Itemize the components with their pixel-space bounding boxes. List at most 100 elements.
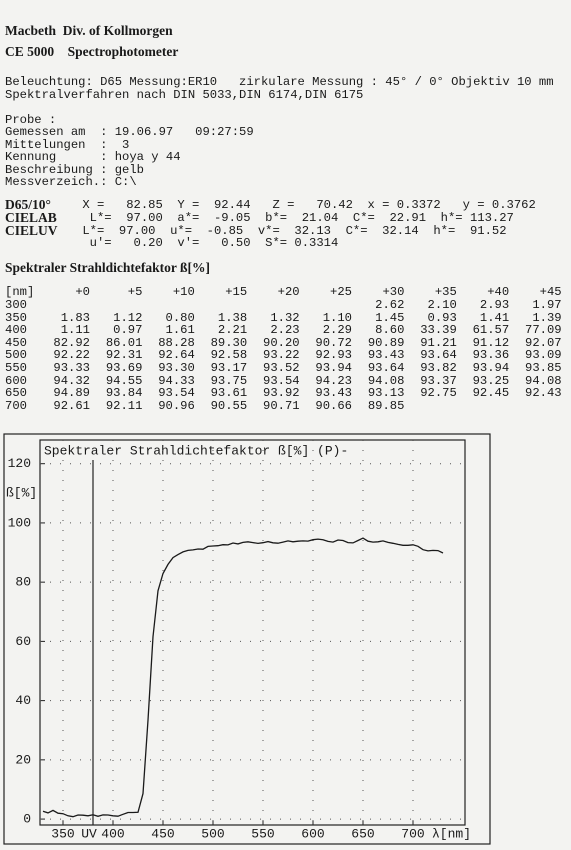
- table-cell: 94.32: [53, 373, 90, 388]
- table-cell: 92.75: [420, 386, 457, 401]
- table-cell: 93.30: [158, 361, 195, 375]
- x-tick-label: 400: [101, 826, 124, 841]
- table-cell: 93.17: [210, 361, 248, 375]
- y-tick-label: 40: [15, 693, 31, 708]
- table-cell: 93.54: [158, 386, 195, 401]
- table-cell: 92.45: [472, 386, 510, 401]
- x-tick-label: 550: [251, 826, 274, 841]
- table-cell: 93.82: [420, 361, 457, 375]
- model: CE 5000 Spectrophotometer: [5, 44, 179, 59]
- table-cell: 90.55: [210, 398, 248, 413]
- condition-line: Beleuchtung: D65 Messung:ER10 zirkulare …: [5, 75, 554, 89]
- table-cell: 90.89: [367, 335, 405, 350]
- table-cell: 1.39: [532, 310, 562, 325]
- x-tick-label: 650: [351, 826, 374, 841]
- table-cell: 93.36: [472, 348, 510, 363]
- table-cell: 93.61: [210, 386, 248, 401]
- colorimetry-label: CIELAB: [5, 209, 57, 225]
- table-cell: 93.09: [525, 348, 562, 363]
- table-cell: +25: [330, 285, 352, 299]
- table-cell: 93.25: [472, 373, 510, 388]
- table-cell: 400: [5, 323, 27, 338]
- table-title: Spektraler Strahldichtefaktor ß[%]: [5, 260, 210, 275]
- table-cell: 92.61: [53, 398, 90, 413]
- y-axis-label: ß[%]: [6, 485, 37, 500]
- table-cell: 93.52: [263, 361, 300, 375]
- table-cell: 93.54: [263, 373, 300, 388]
- table-cell: 2.10: [427, 298, 457, 312]
- colorimetry-values: X = 82.85 Y = 92.44 Z = 70.42 x = 0.3372…: [75, 198, 536, 212]
- spectrum-line: [42, 537, 444, 818]
- table-cell: 94.08: [367, 373, 405, 388]
- table-cell: 93.92: [263, 386, 300, 401]
- table-cell: 90.66: [315, 398, 352, 413]
- table-cell: +30: [382, 285, 405, 299]
- table-cell: 92.58: [210, 348, 248, 363]
- table-cell: 93.13: [367, 386, 405, 401]
- sample-line: Messverzeich.: C:\: [5, 175, 137, 189]
- x-tick-label: 450: [151, 826, 174, 841]
- table-cell: 1.38: [217, 310, 248, 325]
- sample-line: Gemessen am : 19.06.97 09:27:59: [5, 125, 254, 140]
- y-tick-label: 100: [8, 515, 31, 530]
- table-cell: 77.09: [525, 323, 562, 338]
- table-cell: 94.23: [315, 373, 352, 388]
- table-cell: 94.89: [53, 386, 90, 401]
- table-cell: +45: [539, 285, 562, 299]
- table-cell: 2.29: [322, 323, 352, 338]
- table-cell: 93.75: [210, 373, 248, 388]
- table-cell: 90.71: [263, 398, 300, 413]
- table-cell: 1.10: [322, 310, 352, 325]
- table-cell: 1.32: [270, 310, 300, 325]
- table-cell: 93.64: [367, 361, 405, 375]
- table-cell: 92.11: [105, 398, 143, 413]
- sample-line: Mittelungen : 3: [5, 137, 130, 152]
- table-cell: 1.12: [113, 310, 143, 325]
- condition-line: Spektralverfahren nach DIN 5033,DIN 6174…: [5, 88, 364, 102]
- table-cell: +40: [487, 285, 510, 299]
- table-cell: 450: [5, 335, 27, 350]
- table-cell: 600: [5, 373, 27, 388]
- table-cell: 300: [5, 298, 27, 312]
- table-cell: 92.43: [525, 386, 562, 401]
- colorimetry-label: D65/10°: [5, 197, 51, 212]
- table-cell: 92.31: [105, 348, 143, 363]
- table-cell: 1.11: [60, 323, 90, 338]
- table-cell: 93.85: [525, 361, 562, 375]
- x-tick-label: 700: [401, 826, 424, 841]
- table-cell: 93.64: [420, 348, 457, 363]
- table-cell: 700: [5, 398, 27, 413]
- table-cell: +35: [434, 285, 457, 299]
- table-cell: 350: [5, 310, 27, 325]
- table-cell: 93.33: [53, 361, 90, 375]
- table-cell: 8.60: [375, 323, 405, 338]
- table-cell: 90.96: [158, 398, 195, 413]
- company: Macbeth Div. of Kollmorgen: [5, 23, 173, 38]
- chart-title: Spektraler Strahldichtefaktor ß[%] (P)-: [44, 443, 348, 458]
- table-cell: 93.43: [315, 386, 352, 401]
- y-tick-label: 120: [8, 456, 31, 471]
- table-cell: 94.33: [158, 373, 195, 388]
- table-cell: +5: [127, 285, 143, 299]
- table-cell: 1.61: [165, 323, 195, 338]
- y-tick-label: 60: [15, 634, 31, 649]
- sample-line: Probe :: [5, 113, 57, 127]
- x-tick-label: 500: [201, 826, 224, 841]
- table-cell: 94.08: [525, 373, 562, 388]
- table-cell: 89.85: [367, 398, 405, 413]
- table-cell: 93.94: [315, 361, 352, 375]
- table-cell: 1.97: [532, 298, 562, 312]
- table-cell: [nm]: [5, 285, 35, 299]
- table-cell: 92.22: [53, 348, 90, 363]
- x-tick-label: 600: [301, 826, 324, 841]
- y-tick-label: 0: [23, 812, 31, 827]
- table-cell: 550: [5, 361, 27, 375]
- x-axis-label: λ[nm]: [432, 826, 471, 841]
- table-cell: 0.97: [113, 323, 143, 338]
- y-tick-label: 20: [15, 752, 31, 767]
- table-cell: 90.72: [315, 335, 352, 350]
- table-cell: 90.20: [263, 335, 300, 350]
- table-cell: 2.23: [270, 323, 300, 338]
- y-tick-label: 80: [15, 575, 31, 590]
